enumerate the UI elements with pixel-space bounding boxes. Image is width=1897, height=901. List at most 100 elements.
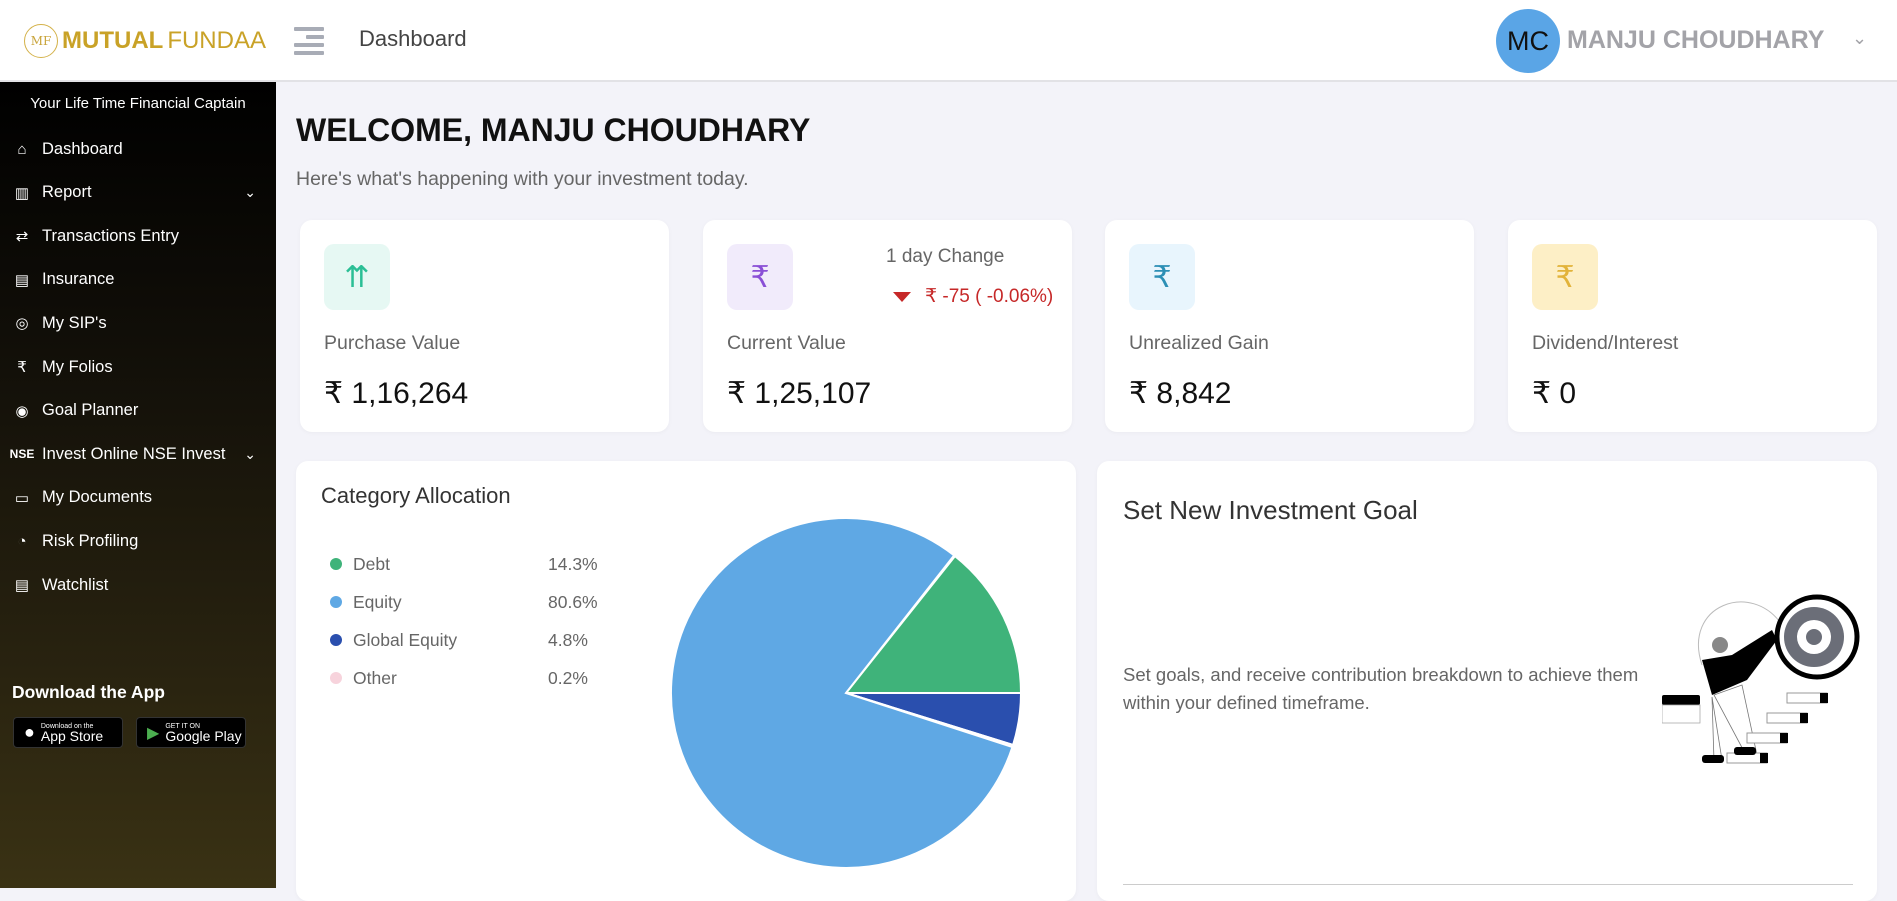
card-value: ₹ 0 [1532, 377, 1577, 410]
download-app-title: Download the App [12, 682, 165, 702]
target-search-icon: ◉ [15, 402, 29, 420]
sidebar-item-label: Insurance [42, 270, 115, 289]
sidebar-item-label: My Folios [42, 357, 113, 376]
legend-dot [330, 596, 342, 608]
transfer-arrows-icon: ⇄ [15, 228, 29, 246]
summary-card-unrealized-gain: ₹ Unrealized Gain ₹ 8,842 [1105, 220, 1474, 432]
sidebar-item-label: Invest Online NSE Invest [42, 444, 226, 463]
card-label: Dividend/Interest [1532, 332, 1679, 354]
app-store-large: App Store [40, 727, 104, 744]
logo-mark: MF [24, 24, 58, 58]
sidebar-item-risk-profiling[interactable]: ◔ Risk Profiling [10, 524, 266, 558]
sidebar-item-invest-online-nse-invest[interactable]: NSE Invest Online NSE Invest ⌄ [10, 437, 266, 471]
card-label: Unrealized Gain [1129, 332, 1269, 354]
category-title: Category Allocation [321, 483, 511, 508]
summary-card-dividend-interest: ₹ Dividend/Interest ₹ 0 [1508, 220, 1877, 432]
goal-title: Set New Investment Goal [1123, 495, 1418, 525]
legend-item[interactable]: Global Equity 4.8% [330, 628, 630, 652]
sidebar-item-label: My SIP's [42, 313, 107, 332]
tagline: Your Life Time Financial Captain [30, 95, 246, 112]
welcome-subtitle: Here's what's happening with your invest… [296, 168, 749, 190]
goal-illustration [1662, 594, 1860, 764]
legend-dot [330, 672, 342, 684]
pie-slice-equity[interactable] [670, 517, 1014, 869]
app-store-small: Download on the [40, 722, 94, 730]
sidebar-item-transactions-entry[interactable]: ⇄ Transactions Entry [10, 219, 266, 253]
legend-value: 4.8% [548, 629, 588, 650]
summary-card-purchase-value: ⇈ Purchase Value ₹ 1,16,264 [300, 220, 669, 432]
investment-goal-card[interactable]: Set New Investment Goal Set goals, and r… [1097, 461, 1877, 901]
sidebar-item-label: Watchlist [42, 575, 109, 594]
legend-label: Debt [353, 553, 390, 574]
caret-down-icon [893, 291, 911, 302]
sidebar-item-label: Transactions Entry [42, 226, 179, 245]
logo[interactable]: MF MUTUAL FUNDAA [24, 24, 266, 58]
logo-text-bold: MUTUAL [62, 27, 164, 54]
avatar[interactable]: MC [1496, 9, 1560, 73]
apple-icon: ● [24, 722, 35, 742]
logo-text-light: FUNDAA [167, 27, 266, 54]
sidebar-item-label: Dashboard [42, 139, 123, 158]
sidebar-item-goal-planner[interactable]: ◉ Goal Planner [10, 394, 266, 428]
gauge-icon: ◔ [17, 532, 27, 550]
chevron-down-icon[interactable]: ⌄ [244, 184, 256, 201]
sidebar-item-dashboard[interactable]: ⌂ Dashboard [10, 132, 266, 166]
goal-description: Set goals, and receive contribution brea… [1123, 664, 1639, 713]
day-change: ₹ -75 ( -0.06%) [893, 285, 1053, 308]
menu-toggle-icon[interactable] [294, 27, 324, 55]
welcome-heading: WELCOME, MANJU CHOUDHARY [296, 112, 811, 148]
chevron-down-icon[interactable]: ⌄ [244, 445, 256, 462]
card-label: Current Value [727, 332, 846, 354]
google-play-small: GET IT ON [165, 722, 201, 730]
sidebar-item-report[interactable]: ▥ Report ⌄ [10, 176, 266, 210]
sidebar-item-watchlist[interactable]: ▤ Watchlist [10, 568, 266, 602]
google-play-large: Google Play [165, 727, 242, 744]
top-header: MF MUTUAL FUNDAA Dashboard MC MANJU CHOU… [0, 0, 1897, 82]
card-value: ₹ 1,16,264 [324, 377, 469, 410]
card-value: ₹ 1,25,107 [727, 377, 872, 410]
day-change-label: 1 day Change [886, 246, 1005, 267]
document-icon: ▭ [14, 489, 30, 507]
money-bag-icon: ₹ [1532, 244, 1598, 310]
legend-label: Equity [353, 591, 402, 612]
folio-user-icon: ₹ [17, 359, 27, 376]
summary-card-current-value: ₹ Current Value ₹ 1,25,107 1 day Change ₹… [703, 220, 1072, 432]
allocation-pie-chart [670, 517, 1023, 869]
sidebar-item-label: Report [42, 183, 92, 202]
divider [1123, 884, 1853, 885]
sidebar-item-label: Goal Planner [42, 401, 139, 420]
legend-item[interactable]: Other 0.2% [330, 666, 630, 690]
document-add-icon: ▤ [14, 271, 30, 289]
rupee-hand-icon: ₹ [1129, 244, 1195, 310]
legend-item[interactable]: Debt 14.3% [330, 552, 630, 576]
growth-coins-icon: ⇈ [324, 244, 390, 310]
app-store-button[interactable]: ● Download on the App Store [13, 717, 123, 748]
day-change-value: ₹ -75 ( -0.06%) [925, 286, 1054, 307]
category-allocation-card: Category Allocation Debt 14.3% Equity 80.6%… [296, 461, 1076, 901]
home-icon: ⌂ [17, 140, 27, 158]
user-name[interactable]: MANJU CHOUDHARY [1567, 26, 1825, 54]
sidebar-item-my-folios[interactable]: ₹ My Folios [10, 350, 266, 384]
sidebar: Your Life Time Financial Captain ⌂ Dashbo… [0, 82, 276, 888]
list-document-icon: ▤ [14, 577, 30, 594]
legend-value: 14.3% [548, 553, 598, 574]
google-play-button[interactable]: ▶ GET IT ON Google Play [136, 717, 246, 748]
sidebar-item-insurance[interactable]: ▤ Insurance [10, 263, 266, 297]
nse-icon: NSE [9, 447, 35, 462]
legend-label: Global Equity [353, 629, 458, 650]
sidebar-item-my-documents[interactable]: ▭ My Documents [10, 481, 266, 515]
card-label: Purchase Value [324, 332, 461, 354]
legend-label: Other [353, 667, 397, 688]
legend-item[interactable]: Equity 80.6% [330, 590, 630, 614]
legend-dot [330, 558, 342, 570]
legend-dot [330, 634, 342, 646]
sidebar-item-label: My Documents [42, 488, 153, 507]
page-title: Dashboard [359, 26, 467, 51]
pie-slice-debt[interactable] [843, 554, 1023, 694]
legend-value: 80.6% [548, 591, 598, 612]
chevron-down-icon[interactable]: ⌄ [1852, 28, 1868, 48]
sidebar-item-my-sip-s[interactable]: ◎ My SIP's [10, 306, 266, 340]
card-value: ₹ 8,842 [1129, 377, 1232, 410]
sidebar-item-label: Risk Profiling [42, 531, 139, 550]
legend-value: 0.2% [548, 667, 588, 688]
